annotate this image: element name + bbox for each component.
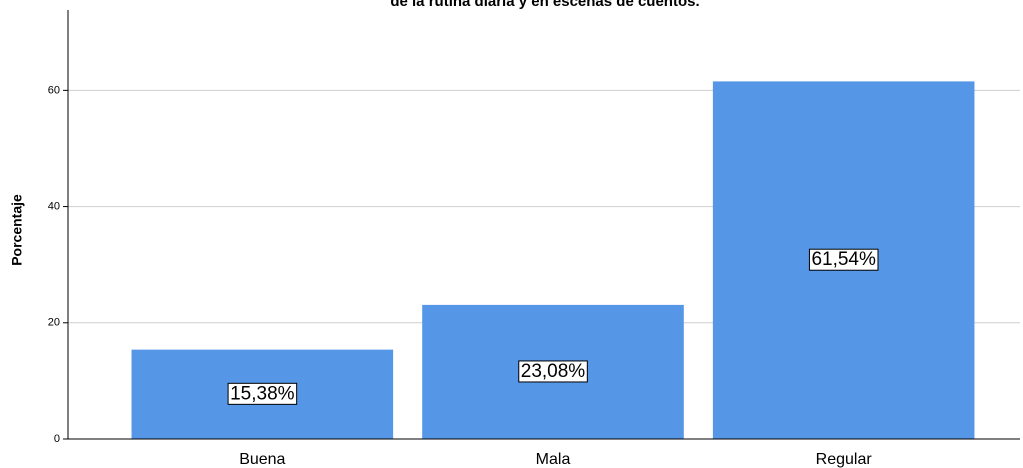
y-tick-label: 20 bbox=[48, 317, 60, 329]
labels: 0 20 40 60 Buena 15,38% Mala 23,08% Regular 61,54… bbox=[48, 84, 879, 468]
value-label-box bbox=[808, 248, 879, 271]
x-tick-label: Mala bbox=[536, 451, 571, 468]
value-label-box bbox=[518, 360, 588, 383]
x-tick-label: Buena bbox=[239, 451, 285, 468]
y-tick-label: 0 bbox=[54, 433, 60, 445]
y-axis-label: Porcentaje bbox=[9, 194, 25, 266]
value-label: 61,54% bbox=[811, 249, 876, 270]
value-label: 23,08% bbox=[521, 361, 586, 382]
x-tick-label: Regular bbox=[816, 451, 873, 468]
y-tick-label: 60 bbox=[48, 84, 60, 96]
value-label: 15,38% bbox=[230, 383, 295, 404]
value-label-box bbox=[227, 382, 298, 405]
chart-title: de la rutina diaria y en escenas de cuen… bbox=[390, 0, 699, 10]
y-tick-label: 40 bbox=[48, 200, 60, 212]
